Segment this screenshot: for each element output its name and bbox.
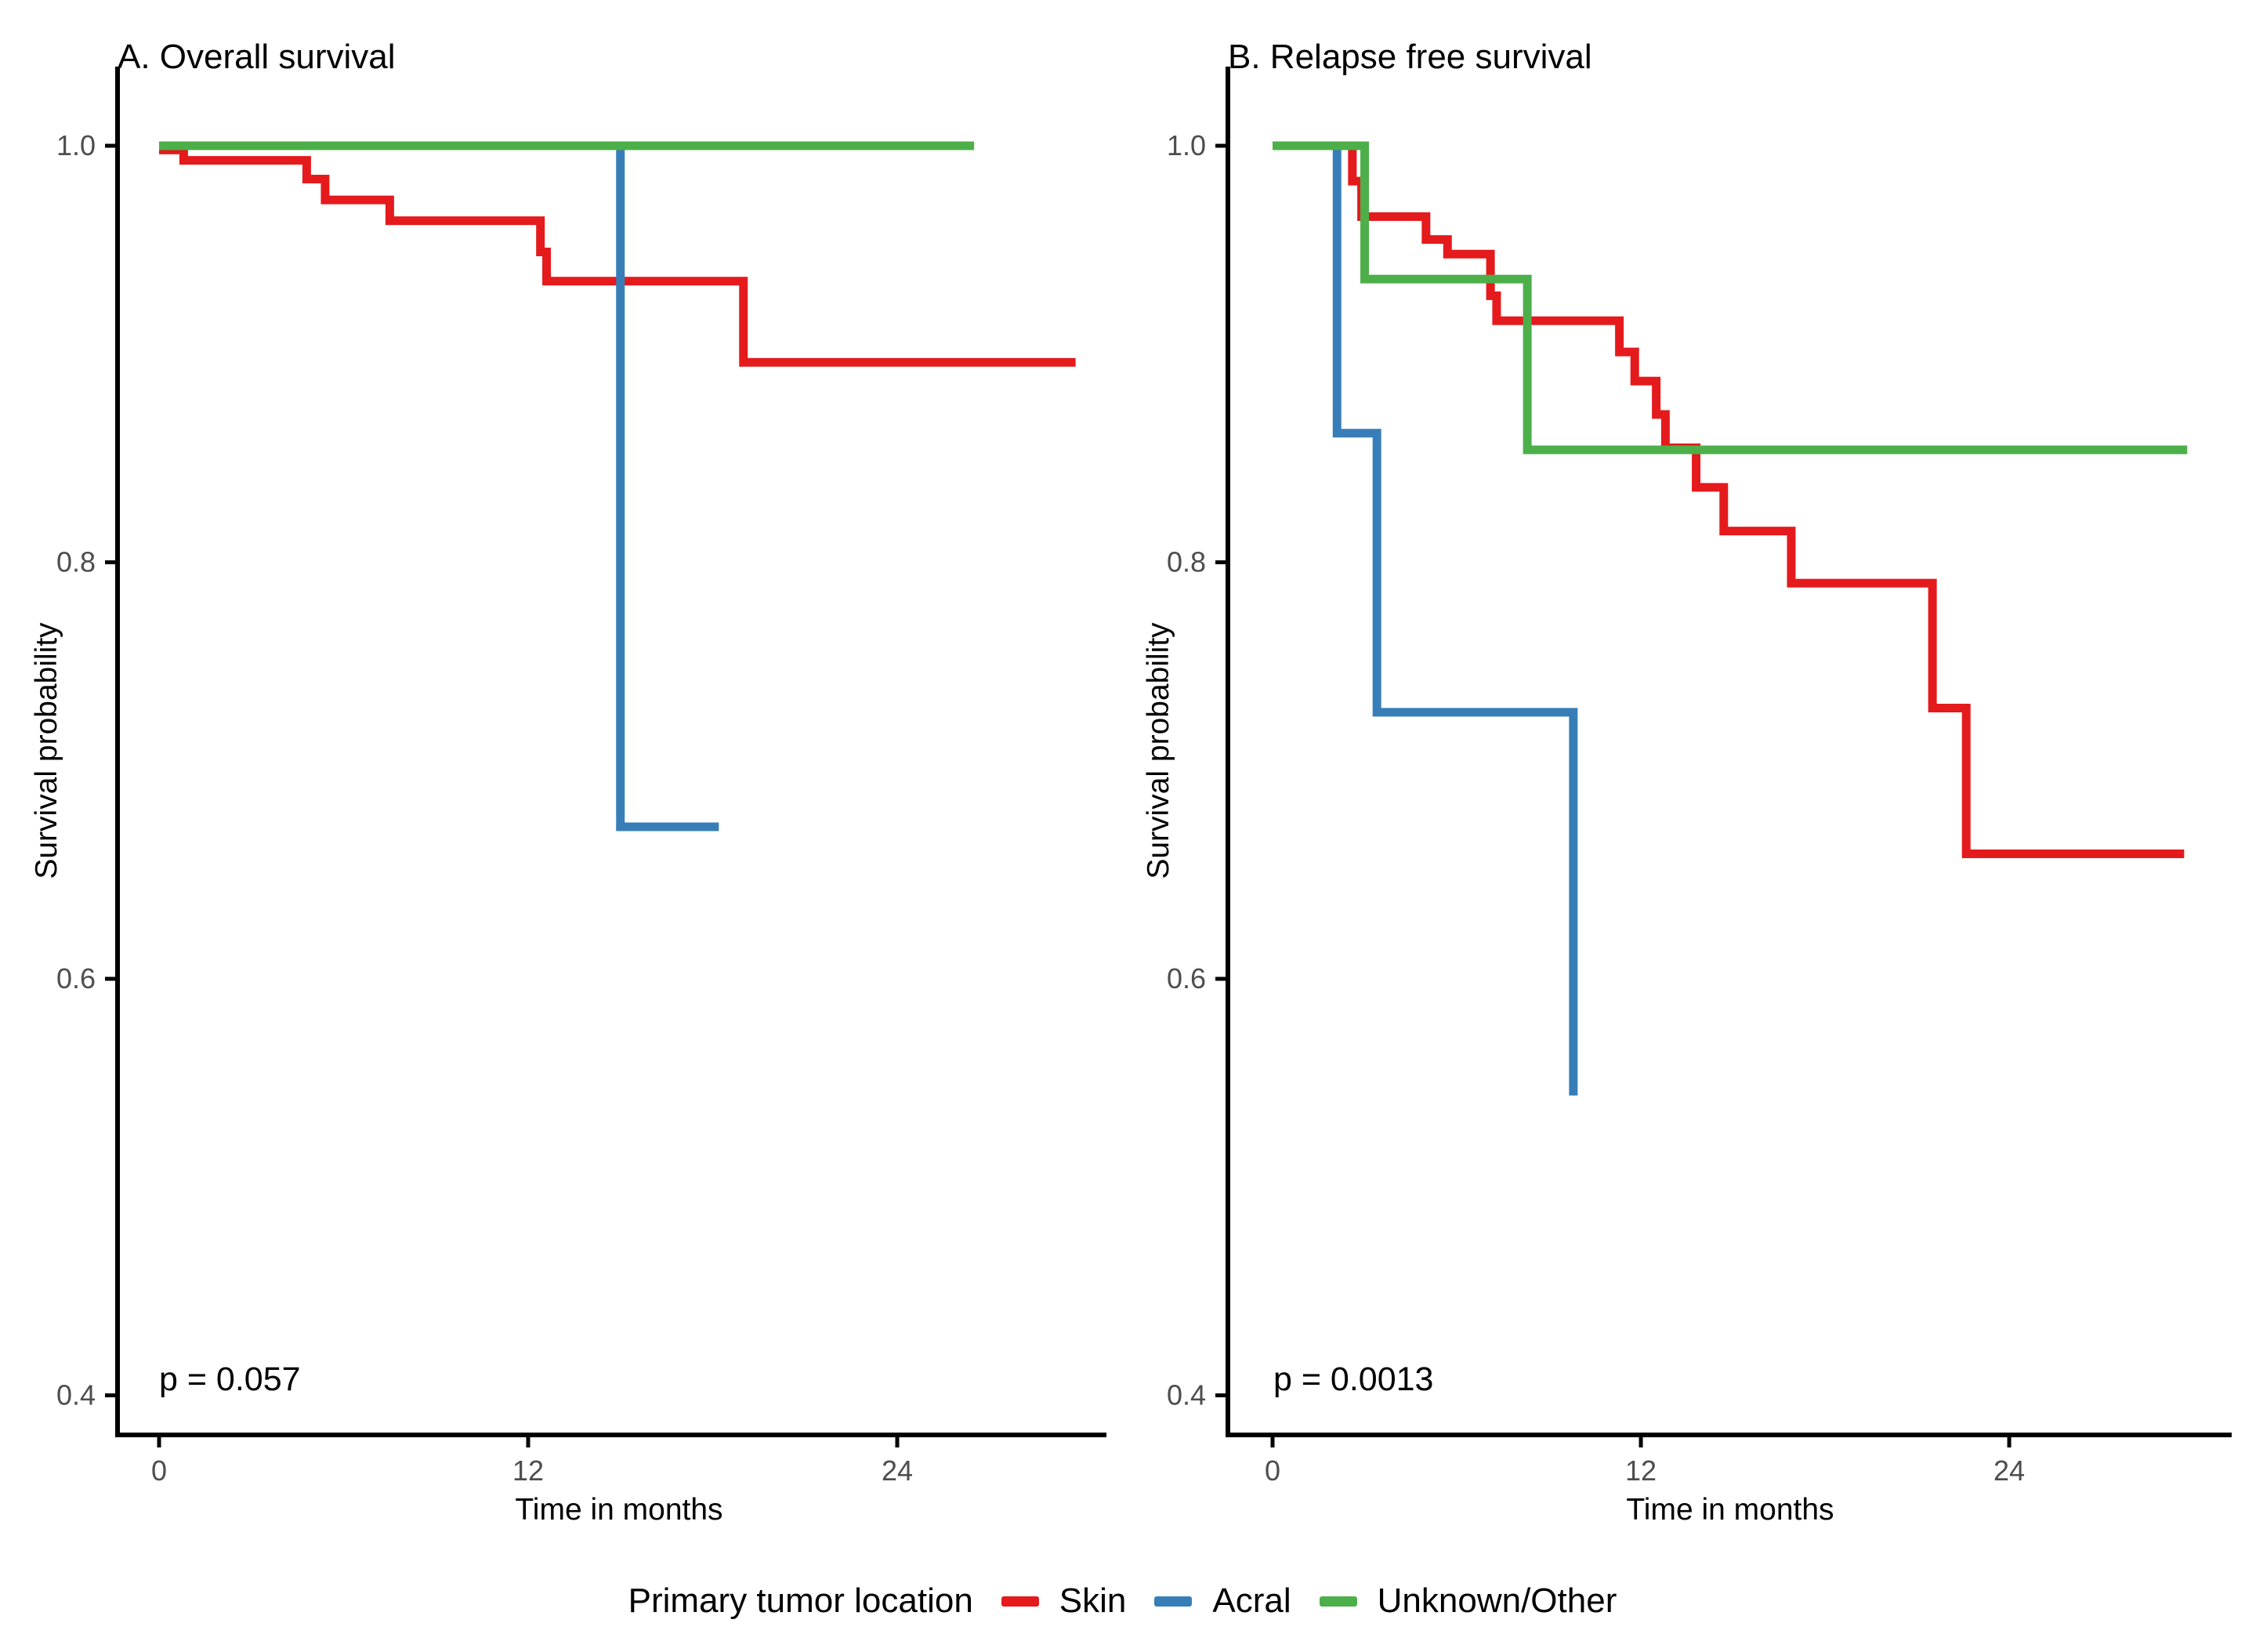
panel-a-x-axis-title: Time in months <box>515 1493 723 1527</box>
svg-text:0: 0 <box>1265 1455 1280 1487</box>
svg-text:1.0: 1.0 <box>56 129 96 161</box>
svg-text:0: 0 <box>151 1455 167 1487</box>
svg-text:12: 12 <box>1625 1455 1657 1487</box>
panel-b-plot: 1.0 0.8 0.6 0.4 0 12 24 <box>1167 67 2232 1487</box>
skin-color-key-icon <box>1001 1596 1039 1607</box>
svg-text:0.6: 0.6 <box>56 962 96 994</box>
panel-a-plot: 1.0 0.8 0.6 0.4 0 12 24 <box>56 67 1106 1487</box>
svg-text:12: 12 <box>512 1455 544 1487</box>
panel-b-title: B. Relapse free survival <box>1228 38 1592 76</box>
svg-text:1.0: 1.0 <box>1167 129 1206 161</box>
panel-b-y-axis-title: Survival probability <box>1142 622 1175 879</box>
svg-text:24: 24 <box>882 1455 913 1487</box>
legend-item-unknown-other: Unknown/Other <box>1319 1581 1617 1621</box>
km-curve-acral <box>159 141 719 831</box>
legend-item-acral: Acral <box>1154 1581 1291 1621</box>
legend-item-skin: Skin <box>1001 1581 1127 1621</box>
svg-text:24: 24 <box>1993 1455 2025 1487</box>
legend-title: Primary tumor location <box>628 1581 973 1620</box>
acral-color-key-icon <box>1154 1596 1193 1607</box>
legend: Primary tumor location Skin Acral Unknow… <box>0 1574 2245 1628</box>
km-curve-unknown-other <box>1273 141 2188 455</box>
panel-a-y-axis-title: Survival probability <box>30 622 63 879</box>
unknown-other-color-key-icon <box>1319 1596 1357 1607</box>
km-curve-skin <box>1273 141 2185 859</box>
km-curve-skin <box>159 145 1076 367</box>
svg-text:0.8: 0.8 <box>1167 546 1206 578</box>
svg-text:0.4: 0.4 <box>56 1379 96 1411</box>
svg-text:0.4: 0.4 <box>1167 1379 1206 1411</box>
svg-text:0.8: 0.8 <box>56 546 96 578</box>
legend-item-label: Unknown/Other <box>1377 1581 1617 1620</box>
legend-item-label: Skin <box>1059 1581 1127 1620</box>
panel-a-title: A. Overall survival <box>118 38 396 76</box>
panel-a-p-value: p = 0.057 <box>159 1360 301 1398</box>
svg-text:0.6: 0.6 <box>1167 962 1206 994</box>
panel-b-x-axis-title: Time in months <box>1626 1493 1834 1527</box>
panel-b-p-value: p = 0.0013 <box>1273 1360 1434 1398</box>
legend-item-label: Acral <box>1212 1581 1291 1620</box>
